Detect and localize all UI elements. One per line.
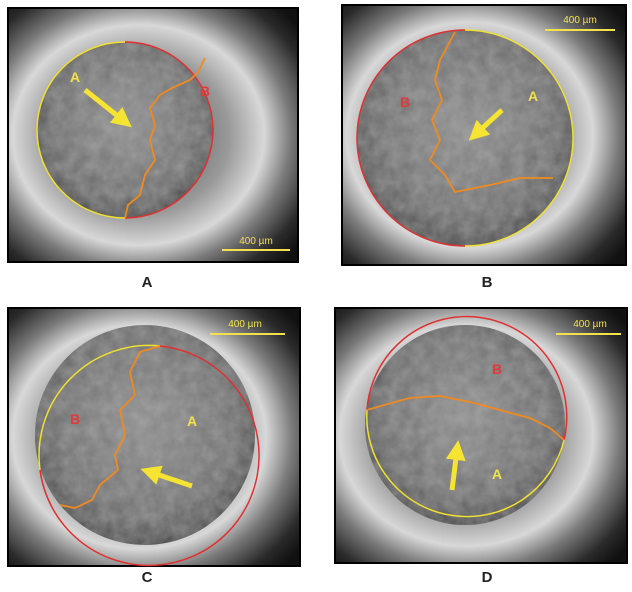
panel-label: D xyxy=(482,569,493,586)
region-label: B xyxy=(200,83,210,99)
region-label: B xyxy=(400,94,410,110)
panel: A B 400 µm B xyxy=(342,5,626,291)
region-label: B xyxy=(70,411,80,427)
texture xyxy=(365,325,565,525)
texture xyxy=(35,325,255,545)
panel: A B 400 µm C xyxy=(8,308,300,586)
region-label: A xyxy=(70,69,80,85)
panel-label: B xyxy=(482,274,493,291)
panel-label: C xyxy=(142,569,153,586)
region-label: B xyxy=(492,361,502,377)
panel: A B 400 µm D xyxy=(335,308,627,586)
scale-bar-label: 400 µm xyxy=(563,15,597,26)
region-label: A xyxy=(187,413,197,429)
scale-bar-label: 400 µm xyxy=(573,319,607,330)
panel: A B 400 µm A xyxy=(8,8,298,291)
region-label: A xyxy=(528,88,538,104)
region-label: A xyxy=(492,466,502,482)
scale-bar-label: 400 µm xyxy=(228,319,262,330)
figure: A B 400 µm A A B 400 µm B A B 400 µm C A… xyxy=(0,0,632,592)
panel-label: A xyxy=(142,274,153,291)
texture xyxy=(37,42,213,218)
texture xyxy=(357,30,573,246)
scale-bar-label: 400 µm xyxy=(239,236,273,247)
